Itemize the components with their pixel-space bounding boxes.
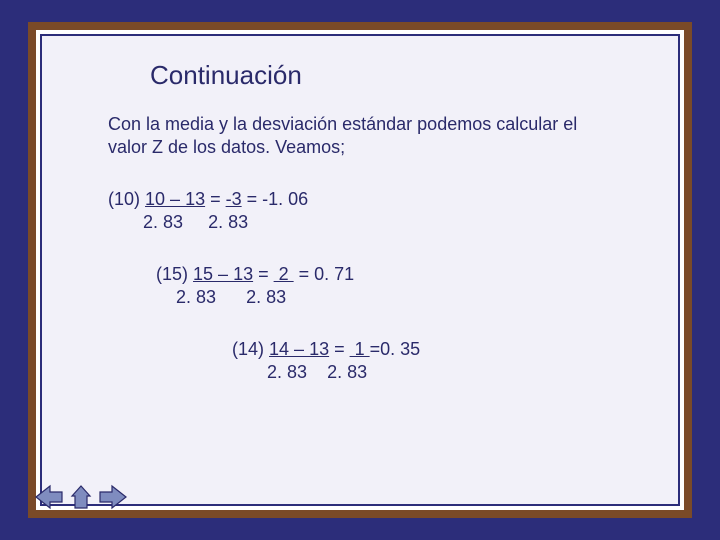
calc1-diff: 10 – 13 [145,189,205,209]
calc2-denom1: 2. 83 [176,287,216,307]
calc1-denom2: 2. 83 [208,212,248,232]
slide-white-frame: Continuación Con la media y la desviació… [36,30,684,510]
slide-outer-frame: Continuación Con la media y la desviació… [0,0,720,540]
nav-next-button[interactable] [98,484,128,510]
calc3-diff: 14 – 13 [269,339,329,359]
calc2-denom2: 2. 83 [246,287,286,307]
calc1-label: (10) [108,189,140,209]
calc3-denom2: 2. 83 [327,362,367,382]
calc2-num: 2 [274,264,294,284]
calc2-result: 0. 71 [314,264,354,284]
calc3-result: 0. 35 [380,339,420,359]
slide-brown-frame: Continuación Con la media y la desviació… [28,22,692,518]
slide-content-area: Continuación Con la media y la desviació… [40,34,680,506]
slide-title: Continuación [150,60,636,91]
calculation-2: (15) 15 – 13 = 2 = 0. 71 2. 83 2. 83 [156,263,636,308]
calc1-num: -3 [226,189,242,209]
arrow-right-icon [98,484,128,510]
calc1-result: -1. 06 [262,189,308,209]
calc2-diff: 15 – 13 [193,264,253,284]
nav-prev-button[interactable] [34,484,64,510]
calculation-3: (14) 14 – 13 = 1 =0. 35 2. 83 2. 83 [232,338,636,383]
nav-buttons [34,484,128,510]
arrow-left-icon [34,484,64,510]
home-icon [70,484,92,510]
intro-paragraph: Con la media y la desviación estándar po… [108,113,612,158]
calculation-1: (10) 10 – 13 = -3 = -1. 06 2. 83 2. 83 [108,188,636,233]
nav-home-button[interactable] [70,484,92,510]
calc3-label: (14) [232,339,264,359]
calc3-denom1: 2. 83 [267,362,307,382]
calc1-denom1: 2. 83 [143,212,183,232]
calc2-label: (15) [156,264,188,284]
calc3-num: 1 [350,339,370,359]
